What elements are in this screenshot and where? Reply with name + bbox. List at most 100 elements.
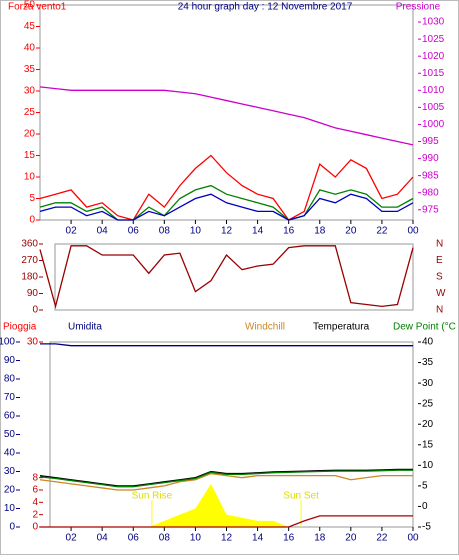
tick-label: -5 [422, 522, 431, 533]
tick-label: 35 [24, 64, 36, 75]
tick-label: 20 [4, 485, 16, 496]
annotation: Sun Set [283, 491, 319, 502]
direction-label: N [436, 239, 443, 250]
tick-label: 980 [422, 187, 439, 198]
x-tick-label: 02 [66, 533, 78, 544]
tick-label: 985 [422, 170, 439, 181]
y-label: Forza vento1 [8, 2, 67, 13]
tick-label: 6 [32, 485, 38, 496]
tick-label: 30 [422, 378, 434, 389]
direction-label: W [436, 288, 446, 299]
direction-label: S [436, 272, 443, 283]
tick-label: 8 [32, 472, 38, 483]
direction-label: E [436, 255, 443, 266]
x-tick-label: 04 [97, 533, 109, 544]
tick-label: 2 [32, 509, 38, 520]
x-tick-label: 16 [283, 533, 295, 544]
x-tick-label: 20 [345, 226, 357, 237]
x-tick-label: 00 [407, 226, 419, 237]
x-tick-label: 00 [407, 533, 419, 544]
chart-title: 24 hour graph day : 12 Novembre 2017 [178, 2, 353, 13]
tick-label: 25 [24, 107, 36, 118]
area [40, 483, 413, 527]
tick-label: 990 [422, 153, 439, 164]
tick-label: 100 [0, 337, 15, 348]
legend-entry: Windchill [245, 322, 285, 333]
tick-label: 0 [9, 522, 15, 533]
tick-label: 4 [32, 497, 38, 508]
direction-label: N [436, 305, 443, 316]
x-tick-label: 22 [376, 533, 388, 544]
y2-label: Pressione [396, 2, 441, 13]
tick-label: 1000 [422, 119, 445, 130]
tick-label: 40 [4, 448, 16, 459]
line [39, 468, 413, 487]
tick-label: 1015 [422, 68, 445, 79]
line [39, 184, 414, 221]
legend-entry: Temperatura [313, 322, 370, 333]
tick-label: 1005 [422, 102, 445, 113]
line [39, 154, 414, 221]
tick-label: 45 [24, 21, 36, 32]
x-tick-label: 02 [66, 226, 78, 237]
line [39, 469, 413, 488]
tick-label: 5 [29, 193, 35, 204]
x-tick-label: 18 [314, 226, 326, 237]
tick-label: 270 [21, 255, 38, 266]
tick-label: 50 [24, 0, 36, 11]
tick-label: 35 [422, 357, 434, 368]
tick-label: 10 [24, 172, 36, 183]
tick-label: 975 [422, 204, 439, 215]
tick-label: 0 [29, 215, 35, 226]
tick-label: 15 [24, 150, 36, 161]
annotation: Sun Rise [132, 491, 173, 502]
tick-label: 60 [4, 411, 16, 422]
tick-label: 1025 [422, 34, 445, 45]
line [40, 343, 413, 347]
line [40, 515, 413, 528]
tick-label: 25 [422, 398, 434, 409]
x-tick-label: 08 [159, 226, 171, 237]
x-tick-label: 18 [314, 533, 326, 544]
plot-frame [54, 243, 414, 311]
x-tick-label: 14 [252, 533, 264, 544]
tick-label: 40 [422, 337, 434, 348]
x-tick-label: 06 [128, 533, 140, 544]
x-tick-label: 12 [221, 226, 233, 237]
line [39, 86, 414, 146]
tick-label: 15 [422, 439, 434, 450]
legend-entry: Umidita [68, 322, 102, 333]
tick-label: 80 [4, 374, 16, 385]
tick-label: 10 [422, 460, 434, 471]
tick-label: 360 [21, 239, 38, 250]
tick-label: 30 [27, 337, 39, 348]
line [39, 193, 414, 221]
tick-label: 0 [32, 305, 38, 316]
x-tick-label: 12 [221, 533, 233, 544]
tick-label: 30 [24, 86, 36, 97]
x-tick-label: 04 [97, 226, 109, 237]
x-tick-label: 20 [345, 533, 357, 544]
x-tick-label: 16 [283, 226, 295, 237]
line [39, 245, 414, 309]
tick-label: 30 [4, 466, 16, 477]
tick-label: 0 [32, 522, 38, 533]
x-tick-label: 06 [128, 226, 140, 237]
tick-label: 40 [24, 43, 36, 54]
tick-label: 180 [21, 272, 38, 283]
line [39, 472, 413, 491]
legend-entry: Pioggia [3, 322, 37, 333]
tick-label: 20 [24, 129, 36, 140]
x-tick-label: 14 [252, 226, 264, 237]
tick-label: 995 [422, 136, 439, 147]
tick-label: 1030 [422, 17, 445, 28]
x-tick-label: 10 [190, 533, 202, 544]
x-tick-label: 22 [376, 226, 388, 237]
tick-label: 1020 [422, 51, 445, 62]
tick-label: 50 [4, 429, 16, 440]
tick-label: 10 [4, 503, 16, 514]
x-tick-label: 10 [190, 226, 202, 237]
